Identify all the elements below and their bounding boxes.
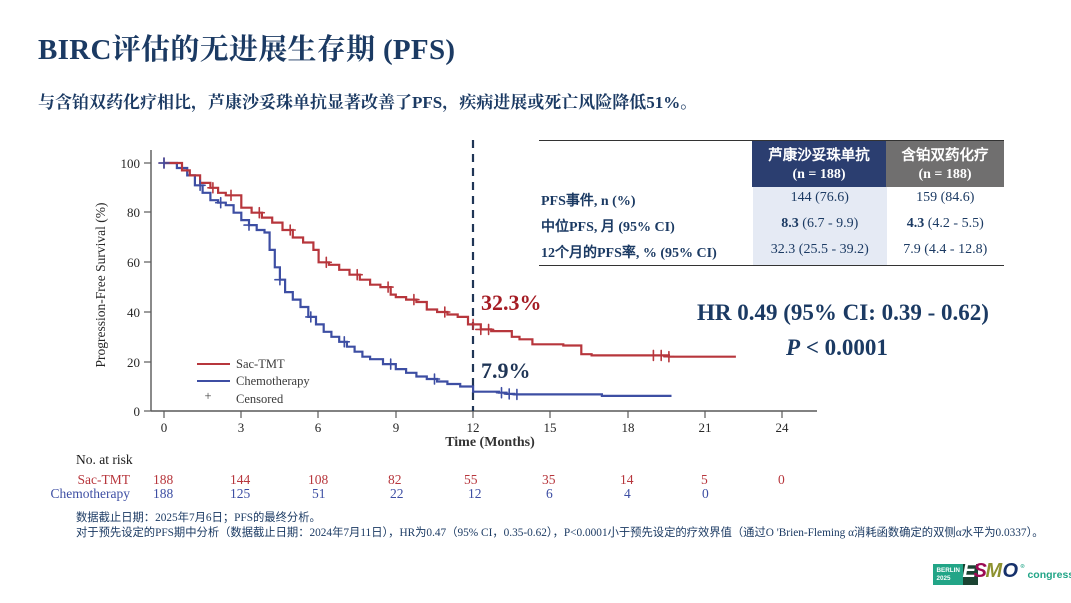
svg-text:Censored: Censored [236,392,284,406]
svg-text:20: 20 [127,355,140,370]
svg-text:7.9%: 7.9% [481,358,531,383]
svg-text:3: 3 [238,420,245,435]
svg-text:0: 0 [134,404,141,419]
svg-text:21: 21 [699,420,712,435]
svg-text:0: 0 [161,420,168,435]
svg-text:9: 9 [393,420,400,435]
svg-text:80: 80 [127,205,140,220]
svg-text:6: 6 [315,420,322,435]
svg-text:Time (Months): Time (Months) [445,435,535,450]
svg-text:24: 24 [776,420,790,435]
svg-text:100: 100 [121,156,141,171]
svg-text:15: 15 [544,420,557,435]
svg-text:+: + [204,389,211,403]
svg-text:12: 12 [467,420,480,435]
svg-text:Sac-TMT: Sac-TMT [236,357,285,371]
svg-text:60: 60 [127,255,140,270]
svg-text:Chemotherapy: Chemotherapy [236,374,310,388]
svg-text:40: 40 [127,305,140,320]
svg-text:Progression-Free Survival (%): Progression-Free Survival (%) [93,203,108,368]
svg-text:32.3%: 32.3% [481,290,542,315]
svg-text:18: 18 [622,420,635,435]
